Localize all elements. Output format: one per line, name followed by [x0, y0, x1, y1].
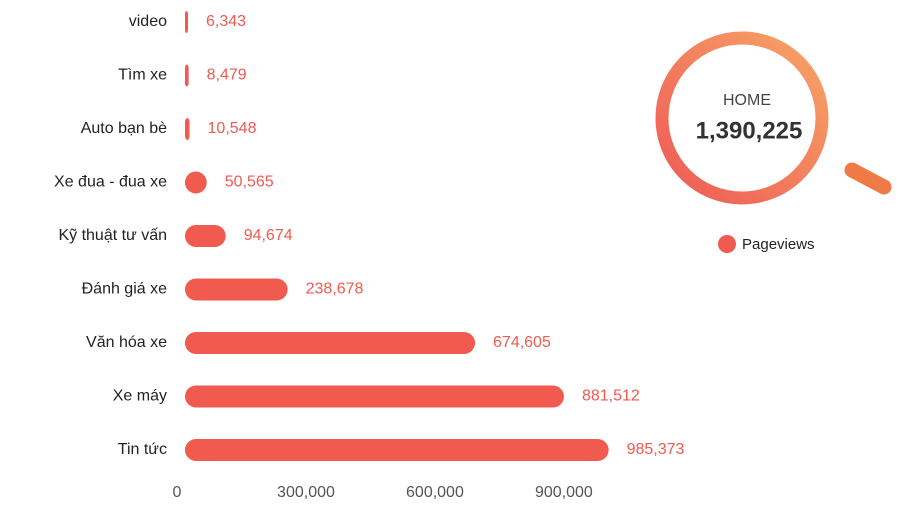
y-tick-label: Tìm xe — [118, 67, 167, 84]
value-label: 238,678 — [306, 281, 364, 298]
y-tick-label: Đánh giá xe — [82, 281, 167, 298]
value-label: 6,343 — [206, 13, 246, 30]
magnifier-ring — [655, 31, 829, 205]
y-tick-label: video — [129, 13, 167, 30]
bar — [185, 278, 288, 301]
bar — [185, 11, 188, 33]
value-label: 50,565 — [225, 174, 274, 191]
value-label: 881,512 — [582, 388, 640, 405]
bar — [185, 385, 564, 408]
x-tick-label: 900,000 — [535, 484, 593, 501]
bar — [185, 118, 190, 140]
bar — [185, 225, 226, 247]
value-label: 8,479 — [207, 67, 247, 84]
bar — [185, 171, 207, 194]
legend-marker — [718, 235, 736, 253]
value-label: 94,674 — [244, 227, 293, 244]
legend-label: Pageviews — [742, 236, 815, 253]
magnifier-handle — [844, 162, 892, 195]
x-tick-label: 600,000 — [406, 484, 464, 501]
total-value: 1,390,225 — [696, 117, 803, 144]
y-tick-label: Xe đua - đua xe — [54, 174, 167, 191]
x-tick-label: 300,000 — [277, 484, 335, 501]
y-tick-label: Auto bạn bè — [81, 120, 167, 137]
value-label: 985,373 — [627, 441, 685, 458]
y-tick-label: Tin tức — [118, 441, 167, 458]
bar — [185, 332, 476, 354]
x-tick-label: 0 — [173, 484, 182, 501]
value-label: 10,548 — [208, 120, 257, 137]
y-tick-label: Xe máy — [113, 388, 167, 405]
bar — [185, 64, 189, 87]
total-label: HOME — [723, 92, 771, 109]
value-label: 674,605 — [493, 334, 551, 351]
bar — [185, 439, 609, 461]
y-tick-label: Kỹ thuật tư vấn — [58, 227, 167, 244]
y-tick-label: Văn hóa xe — [86, 334, 167, 351]
